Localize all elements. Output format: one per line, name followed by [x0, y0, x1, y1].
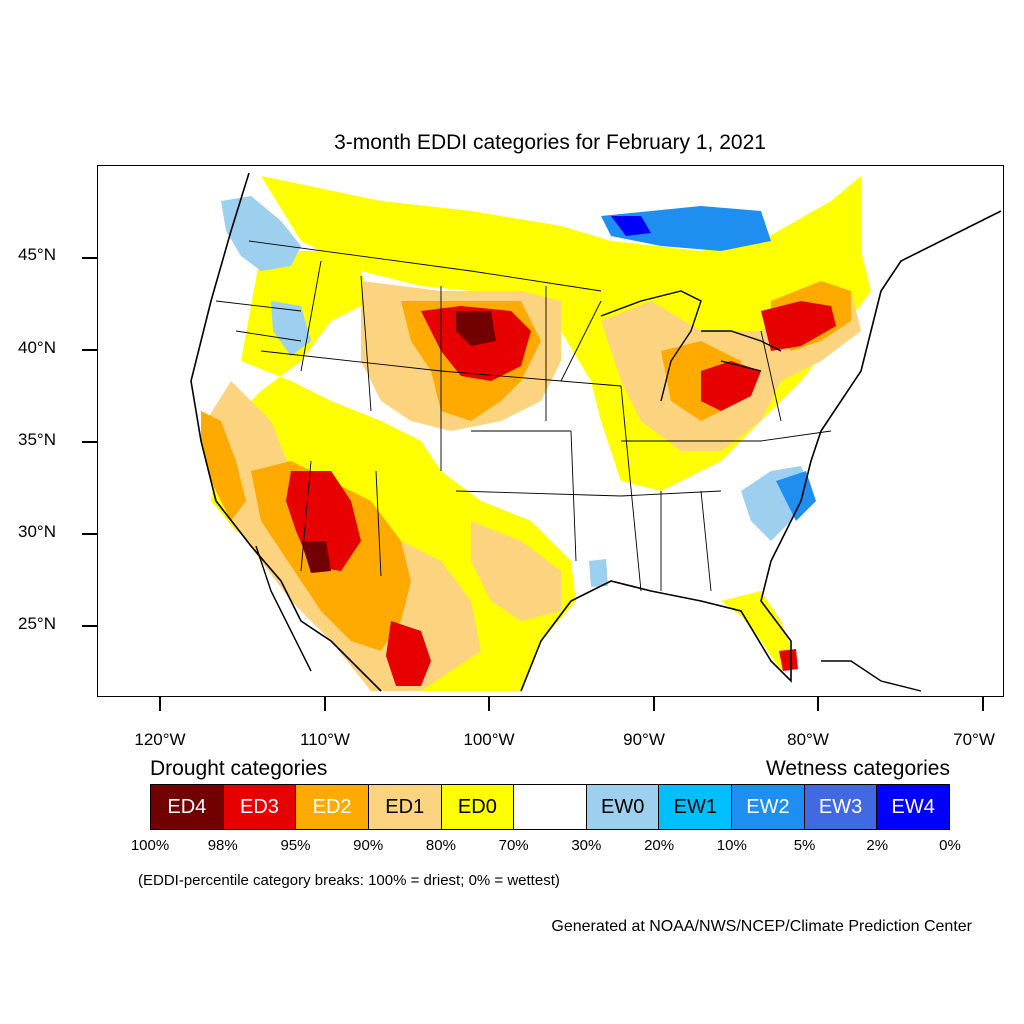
ew-region-ne-dark — [611, 216, 651, 236]
percent-break-label: 30% — [571, 837, 602, 854]
lon-tick — [982, 697, 984, 711]
ed3-region-mexico — [386, 621, 431, 686]
category-note: (EDDI-percentile category breaks: 100% =… — [138, 872, 560, 889]
lon-tick — [653, 697, 655, 711]
credit-line: Generated at NOAA/NWS/NCEP/Climate Predi… — [551, 918, 972, 935]
legend-box-ed1: ED1 — [368, 785, 442, 829]
drought-categories-heading: Drought categories — [150, 757, 328, 780]
lat-tick — [82, 625, 97, 627]
ed3-region-michigan — [701, 361, 761, 411]
legend-box-ew0: EW0 — [586, 785, 660, 829]
lat-tick — [82, 349, 97, 351]
legend-box-ew2: EW2 — [732, 785, 805, 829]
lon-tick — [159, 697, 161, 711]
legend-box-normal — [514, 785, 587, 829]
legend-box-ed2: ED2 — [296, 785, 369, 829]
percent-break-label: 20% — [644, 837, 675, 854]
ed2-region-california — [201, 411, 246, 521]
ed4-region-arizona — [301, 541, 331, 573]
lat-tick — [82, 257, 97, 259]
percent-break-label: 90% — [353, 837, 384, 854]
lat-label-30: 30°N — [18, 522, 56, 541]
percent-break-label: 80% — [425, 837, 456, 854]
lon-tick — [324, 697, 326, 711]
state-boundaries — [215, 240, 832, 592]
ed4-region-southdakota — [456, 311, 496, 346]
lon-label-90: 90°W — [623, 730, 665, 749]
ed1-region-texas — [471, 521, 561, 621]
lat-label-40: 40°N — [18, 338, 56, 357]
legend-box-ew3: EW3 — [804, 785, 878, 829]
percent-break-label: 100% — [130, 837, 170, 854]
map-title: 3-month EDDI categories for February 1, … — [334, 131, 766, 154]
lon-label-120: 120°W — [134, 730, 186, 749]
percent-break-label: 5% — [793, 837, 816, 854]
percent-break-label: 95% — [280, 837, 311, 854]
lon-label-110: 110°W — [300, 730, 350, 749]
category-legend: ED4 ED3 ED2 ED1 ED0 EW0 EW1 EW2 EW3 EW4 — [150, 784, 950, 830]
legend-box-ed0: ED0 — [441, 785, 515, 829]
baja-coast — [255, 545, 312, 672]
great-lakes — [600, 290, 782, 402]
cuba-outline — [821, 660, 922, 692]
ew-region-louisiana — [589, 559, 608, 587]
percent-break-label: 2% — [866, 837, 889, 854]
lon-label-80: 80°W — [787, 730, 829, 749]
lat-tick — [82, 441, 97, 443]
legend-box-ew4: EW4 — [877, 785, 950, 829]
legend-box-ed3: ED3 — [223, 785, 297, 829]
eddi-map — [97, 165, 1004, 697]
ew-region-idaho — [271, 301, 311, 356]
lon-label-70: 70°W — [953, 730, 995, 749]
percent-break-label: 0% — [939, 837, 961, 854]
lon-label-100: 100°W — [463, 730, 515, 749]
lon-tick — [817, 697, 819, 711]
percent-break-label: 70% — [498, 837, 529, 854]
ed3-region-florida — [779, 649, 798, 671]
lat-label-25: 25°N — [18, 614, 56, 633]
lat-label-35: 35°N — [18, 430, 56, 449]
ew-region-northminnesota — [601, 206, 771, 251]
wetness-categories-heading: Wetness categories — [765, 757, 950, 780]
lon-tick — [488, 697, 490, 711]
ed3-region-newyork — [761, 301, 836, 351]
percent-break-label: 10% — [716, 837, 747, 854]
legend-box-ew1: EW1 — [659, 785, 733, 829]
ew-region-northwest — [221, 196, 301, 271]
percent-break-label: 98% — [207, 837, 238, 854]
coastline — [190, 172, 1002, 692]
us-map-svg — [190, 172, 1002, 692]
lat-tick — [82, 533, 97, 535]
legend-box-ed4: ED4 — [151, 785, 224, 829]
lat-label-45: 45°N — [18, 245, 56, 264]
